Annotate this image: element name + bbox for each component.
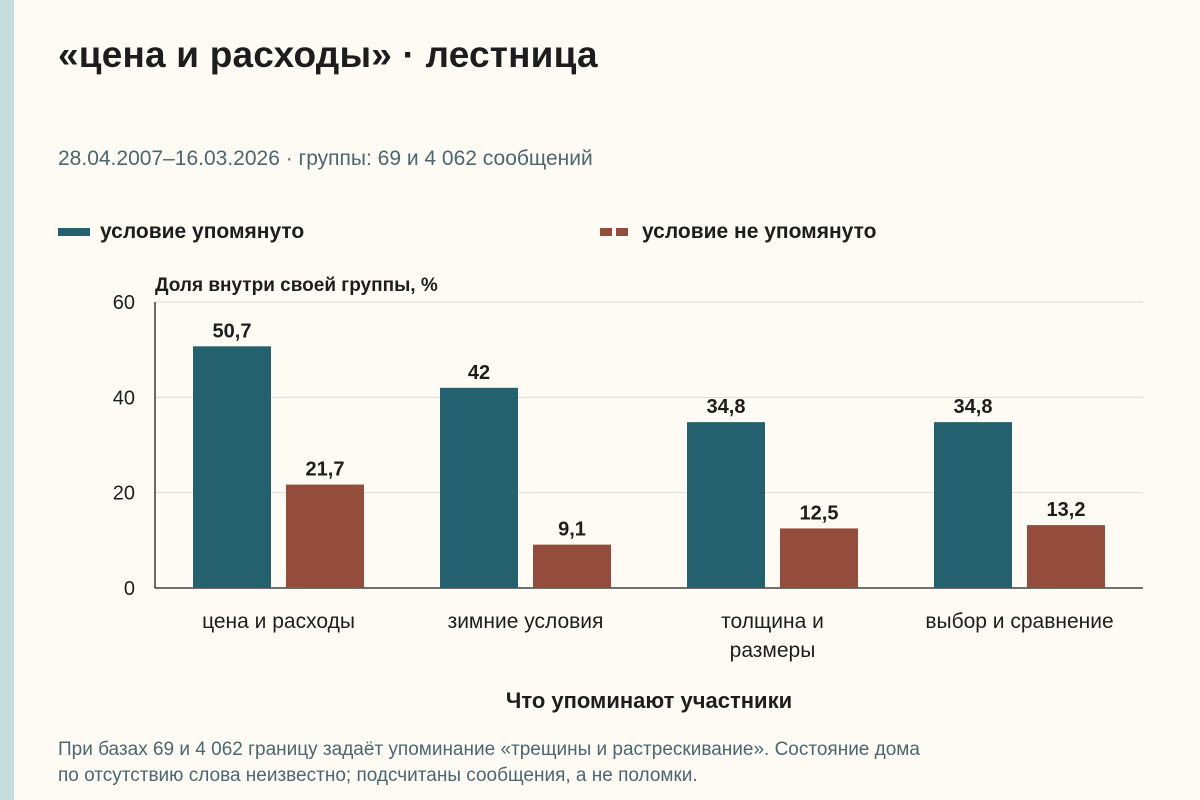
bar-not-mentioned (533, 544, 611, 588)
bar-not-mentioned (780, 528, 858, 588)
y-axis-label: Доля внутри своей группы, % (155, 275, 438, 296)
bar-mentioned (440, 387, 518, 588)
bar-not-mentioned (1027, 525, 1105, 588)
bar-mentioned (934, 422, 1012, 588)
legend-label-mentioned: условие упомянуто (100, 220, 305, 243)
x-tick-label: размеры (730, 639, 816, 662)
legend-item-not-mentioned: условие не упомянуто (600, 220, 876, 244)
x-tick-label: толщина и (721, 610, 824, 633)
y-tick-label: 0 (124, 578, 135, 600)
legend-label-not-mentioned: условие не упомянуто (642, 220, 877, 243)
legend-swatch-not-mentioned (600, 228, 632, 236)
legend-item-mentioned: условие упомянуто (58, 220, 304, 244)
data-label: 42 (468, 362, 490, 384)
bar-mentioned (193, 346, 271, 588)
chart-subtitle: 28.04.2007–16.03.2026 · группы: 69 и 4 0… (58, 147, 593, 170)
y-tick-label: 60 (113, 292, 135, 314)
footnote: При базах 69 и 4 062 границу задаёт упом… (58, 737, 1158, 789)
data-label: 13,2 (1047, 499, 1086, 521)
footnote-line-2: по отсутствию слова неизвестно; подсчита… (58, 765, 698, 786)
x-tick-label: выбор и сравнение (925, 610, 1113, 633)
bar-chart: 0 20 40 60 Доля внутри своей группы, % 50,7 21… (113, 275, 1143, 713)
data-label: 34,8 (707, 396, 746, 418)
data-label: 9,1 (558, 519, 586, 541)
bar-mentioned (687, 422, 765, 588)
data-label: 12,5 (800, 502, 839, 524)
footnote-line-1: При базах 69 и 4 062 границу задаёт упом… (58, 739, 920, 760)
x-tick-label: зимние условия (448, 610, 604, 633)
left-accent-stripe (0, 0, 14, 800)
bar-not-mentioned (286, 484, 364, 588)
data-label: 34,8 (954, 396, 993, 418)
legend-swatch-mentioned (58, 228, 90, 236)
x-tick-label: цена и расходы (202, 610, 355, 633)
x-axis-label: Что упоминают участники (506, 688, 792, 713)
chart-title: «цена и расходы» · лестница (58, 34, 598, 75)
data-label: 50,7 (213, 320, 252, 342)
y-tick-label: 40 (113, 387, 135, 409)
data-label: 21,7 (306, 459, 345, 481)
y-tick-label: 20 (113, 483, 135, 505)
